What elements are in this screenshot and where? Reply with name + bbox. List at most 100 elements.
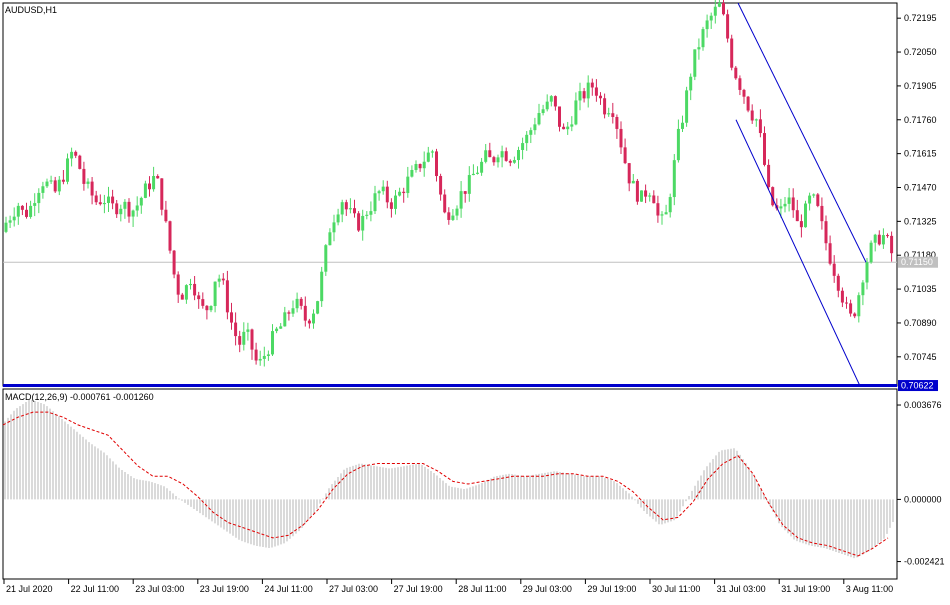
candle [303,296,307,327]
candle [492,155,496,166]
candle [271,324,274,357]
candle [49,175,53,185]
candle [115,199,119,218]
candle [558,106,561,132]
candle [435,148,438,182]
candle [488,142,492,158]
candle [582,87,586,103]
candle [627,162,631,192]
candle [287,310,291,321]
candle [713,0,717,24]
time-tick-label: 22 Jul 11:00 [71,584,119,594]
candle [377,189,381,201]
candle [459,181,463,218]
candle [455,205,459,221]
candle [476,166,479,175]
candle [422,151,426,177]
candle [94,190,98,206]
macd-plot-area[interactable] [2,399,894,559]
candle [701,26,705,51]
candle [496,154,500,168]
candle [521,137,525,160]
candle [369,201,373,222]
price-tick-label: 0.70890 [904,318,937,328]
candle [406,166,410,198]
candle [590,78,594,96]
candle [816,193,820,208]
candle [143,180,147,199]
candle [66,153,69,185]
candle [623,138,627,165]
candle [553,95,557,111]
candle [262,346,266,367]
candle [336,208,340,226]
candle [414,160,418,173]
candle [20,205,24,216]
candle [738,75,742,96]
candle [640,190,643,202]
candle [299,297,303,310]
candle [742,88,746,104]
time-tick-label: 21 Jul 2020 [6,584,53,594]
candle [726,9,730,43]
candle [836,273,840,298]
price-plot-area[interactable] [3,0,897,388]
candle [221,273,225,285]
candle [750,104,754,124]
candle [29,200,33,219]
time-tick-label: 23 Jul 03:00 [135,584,184,594]
candle [279,323,283,329]
candle [291,300,295,317]
candle [869,240,873,264]
candle [865,257,869,290]
candle [886,233,889,238]
candle [74,150,78,159]
price-tick-label: 0.71035 [904,284,937,294]
price-tick-label: 0.70745 [904,352,937,362]
candle [705,14,709,38]
candle [672,154,676,206]
candle [160,178,164,216]
candle [791,188,795,218]
candle [783,196,787,213]
price-tick-label: 0.72050 [904,47,937,57]
candle [471,164,475,176]
candle [644,184,648,204]
candle [734,65,738,80]
candle [508,159,512,167]
upper-trendline[interactable] [737,2,867,263]
candle [611,102,615,124]
candle [541,104,545,116]
lower-trendline[interactable] [735,119,861,387]
candle [767,159,771,190]
macd-indicator-label: MACD(12,26,9) -0.000761 -0.001260 [5,392,154,402]
candle [607,107,611,117]
current-price-label: 0.71150 [901,257,933,267]
price-tick-label: 0.71905 [904,81,937,91]
candle [808,192,812,211]
macd-signal-line [2,411,889,557]
candle [619,121,623,155]
candle [631,174,635,184]
candle [164,200,168,223]
candle [230,302,233,330]
candle [439,173,443,201]
candle [570,116,574,132]
candle [484,144,488,164]
candle [832,255,836,283]
candle [763,126,766,167]
candle [295,292,299,313]
candle [562,123,566,130]
candle [795,199,799,222]
candle [730,34,734,71]
candle [799,214,803,238]
candle [430,149,434,158]
candle [463,191,467,203]
candle [545,94,549,112]
candle [389,198,393,218]
candle [709,12,713,29]
time-tick-label: 27 Jul 19:00 [394,584,443,594]
current-price-tag: 0.71150 [898,256,938,268]
